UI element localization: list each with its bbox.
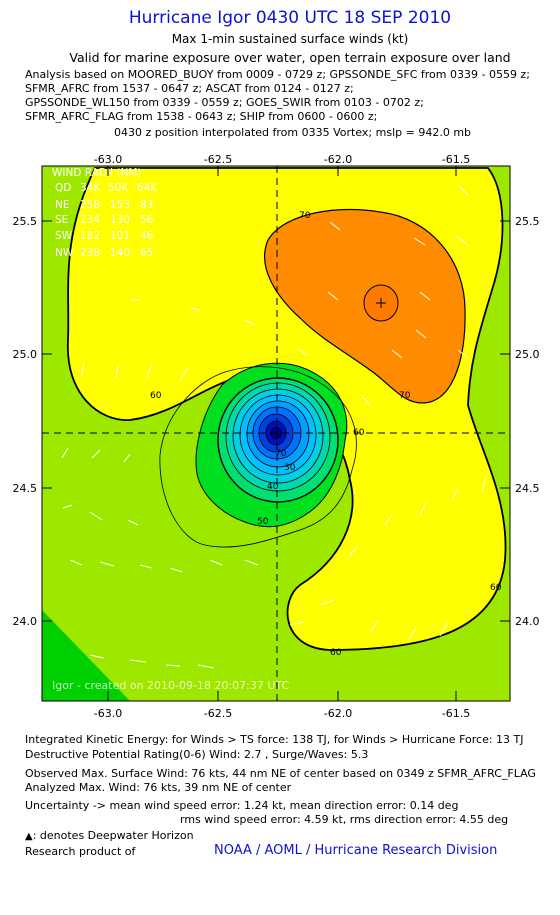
analysis-line: GPSSONDE_WL150 from 0339 - 0559 z; GOES_… [25,96,424,109]
uncertainty-line: rms wind speed error: 4.59 kt, rms direc… [180,813,509,826]
ike-line: Integrated Kinetic Energy: for Winds > T… [25,733,524,746]
lon-tick-label: -63.0 [94,153,122,166]
radii-row-label: QD [55,182,71,194]
radii-cell: 258 [80,199,100,211]
lon-tick-label: -62.5 [204,153,232,166]
radii-cell: 140 [110,247,130,259]
dpr-line: Destructive Potential Rating(0-6) Wind: … [25,748,369,761]
deepwater-label: : denotes Deepwater Horizon [32,829,194,842]
analysis-line: SFMR_AFRC from 1537 - 0647 z; ASCAT from… [25,82,354,95]
wind-radii-header: WIND RADII (NM) [52,167,142,179]
radii-cell: 56 [140,214,154,226]
lat-tick-label: 25.0 [13,348,38,361]
lon-tick-label: -63.0 [94,707,122,720]
analyzed-max-line: Analyzed Max. Wind: 76 kts, 39 nm NE of … [25,781,292,794]
radii-cell: 65 [140,247,153,259]
contour-label: 30 [284,463,296,473]
deepwater-legend: ▲: denotes Deepwater Horizon [25,829,194,842]
radii-cell: 83 [140,199,153,211]
contour-label: 70 [399,391,411,401]
radii-row-label: SE [55,214,68,226]
lat-tick-label: 25.5 [13,215,38,228]
lat-tick-label: 24.5 [515,482,540,495]
uncertainty-line: Uncertainty -> mean wind speed error: 1.… [25,799,459,812]
subtitle: Max 1-min sustained surface winds (kt) [171,32,409,46]
valid-line: Valid for marine exposure over water, op… [69,50,511,65]
lat-tick-label: 24.0 [515,615,540,628]
radii-cell: 46 [140,230,154,242]
radii-row-label: NE [55,199,70,211]
triangle-icon: ▲ [25,831,33,842]
radii-cell: 234 [80,214,100,226]
radii-row-label: SW [55,230,73,242]
radii-cell: 130 [110,214,130,226]
analysis-line: Analysis based on MOORED_BUOY from 0009 … [25,68,530,81]
lat-tick-label: 24.0 [13,615,38,628]
watermark: Igor - created on 2010-09-18 20:07:37 UT… [52,679,289,692]
lat-tick-label: 24.5 [13,482,38,495]
lon-tick-label: -62.5 [204,707,232,720]
contour-label: 60 [330,648,342,658]
lat-tick-label: 25.0 [515,348,540,361]
lon-tick-label: -62.0 [324,707,352,720]
page-title: Hurricane Igor 0430 UTC 18 SEP 2010 [128,8,452,28]
position-line: 0430 z position interpolated from 0335 V… [114,126,472,139]
region-40kt [42,610,130,701]
observed-max-line: Observed Max. Surface Wind: 76 kts, 44 n… [25,767,536,780]
radii-cell: 238 [80,247,100,259]
hrd-link[interactable]: NOAA / AOML / Hurricane Research Divisio… [214,843,498,858]
lat-tick-label: 25.5 [515,215,540,228]
contour-label: 60 [490,583,502,593]
wind-contours: 70 70 60 60 60 60 50 40 30 70 WIND RADII… [42,166,510,701]
radii-cell: 101 [110,230,130,242]
radii-cell: 50K [108,182,129,194]
contour-label: 40 [267,482,279,492]
max-wind-marker [376,298,386,308]
contour-50kt [159,366,357,548]
lon-tick-label: -62.0 [324,153,352,166]
research-label: Research product of [25,845,136,858]
analysis-line: SFMR_AFRC_FLAG from 1538 - 0643 z; SHIP … [25,110,378,123]
radii-row-label: NW [55,247,74,259]
wind-field-map: 70 70 60 60 60 60 50 40 30 70 WIND RADII… [13,153,540,720]
wind-vectors [61,184,487,669]
contour-label: 50 [257,517,269,527]
wind-radii-table: WIND RADII (NM) QD 34K 50K 64K NE 258 15… [52,167,158,259]
radii-cell: 182 [80,230,100,242]
lon-tick-label: -61.5 [442,153,470,166]
contour-label: 60 [150,391,162,401]
plot-frame [41,165,511,702]
radii-cell: 34K [80,182,101,194]
radii-cell: 64K [137,182,158,194]
contour-label: 70 [275,449,287,459]
contour-label: 70 [299,211,311,221]
radii-cell: 153 [110,199,130,211]
contour-label: 60 [353,428,365,438]
axis-ticks [42,166,510,701]
lon-tick-label: -61.5 [442,707,470,720]
